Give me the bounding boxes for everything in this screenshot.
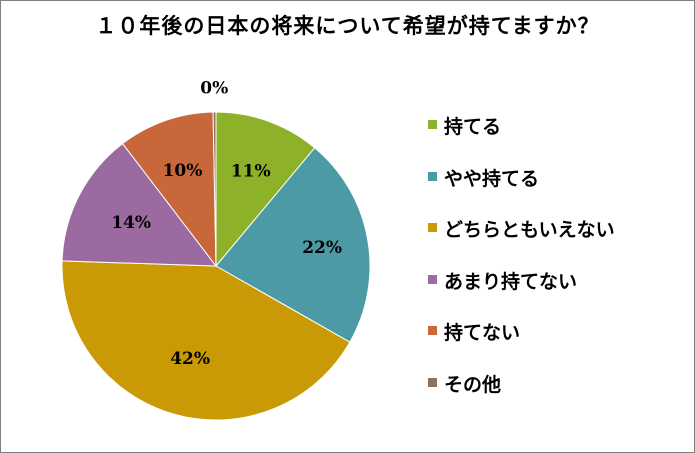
legend-label: あまり持てない <box>444 270 578 293</box>
pie-slice <box>212 111 217 267</box>
pie-slice <box>121 111 217 268</box>
legend-swatch <box>428 326 437 335</box>
legend-label: 持てる <box>444 116 502 138</box>
legend-label: 持てない <box>444 322 521 344</box>
legend-swatch <box>428 171 437 181</box>
pie-slice <box>61 142 218 267</box>
chart-title: １０年後の日本の将来について希望が持てますか？ <box>95 13 600 38</box>
legend-swatch <box>428 223 437 232</box>
slice-data-label: 10% <box>163 161 203 181</box>
pie-slice <box>215 147 371 343</box>
legend-swatch <box>428 274 437 284</box>
slice-data-label: 14% <box>111 213 151 233</box>
slice-data-label: 42% <box>170 349 210 369</box>
legend-label: その他 <box>444 373 502 396</box>
legend-swatch <box>428 377 437 387</box>
slice-data-label: 11% <box>231 162 271 182</box>
legend-swatch <box>428 120 437 129</box>
pie-slice <box>61 260 351 421</box>
legend-label: やや持てる <box>444 167 540 190</box>
legend-label: どちらともいえない <box>444 219 615 241</box>
pie-slice <box>215 111 316 268</box>
slice-data-label: 22% <box>302 238 342 258</box>
slice-data-label: 0% <box>200 78 228 98</box>
